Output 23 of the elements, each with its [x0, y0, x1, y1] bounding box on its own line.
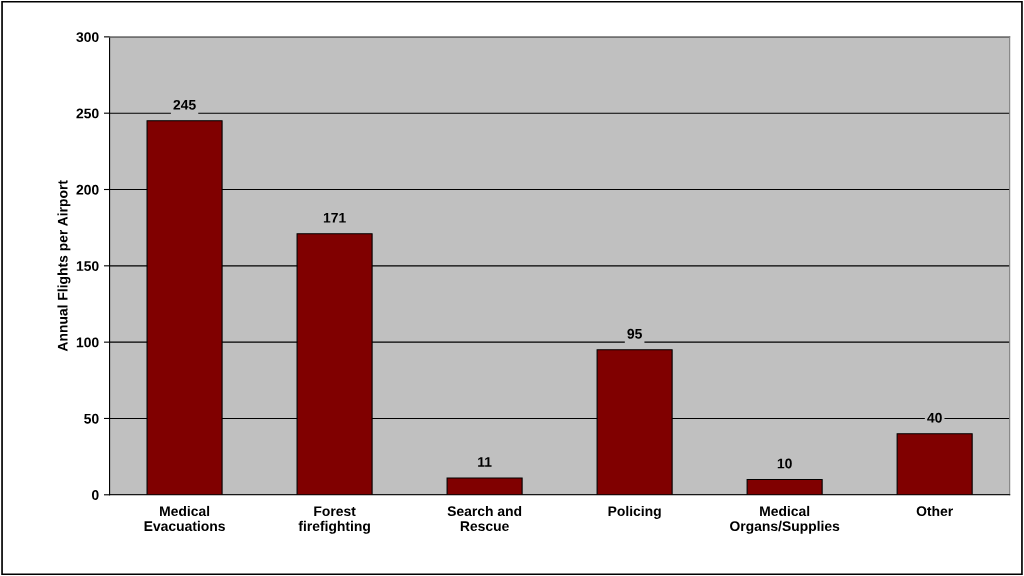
bar: [896, 433, 973, 495]
y-axis-title: Annual Flights per Airport: [57, 180, 71, 352]
data-label: 245: [173, 99, 196, 110]
y-tick-label: 150: [76, 261, 99, 271]
y-tick-label: 0: [91, 490, 99, 500]
y-tick-label: 50: [84, 413, 99, 424]
data-label: 171: [323, 213, 346, 223]
x-tick-label: Medical Evacuations: [144, 505, 225, 532]
y-tick-label: 250: [76, 108, 99, 119]
y-tick-label: 100: [76, 337, 99, 348]
data-label: 10: [777, 458, 792, 469]
data-label: 11: [478, 457, 492, 467]
x-tick-label: Policing: [608, 505, 661, 519]
x-tick-label: Forest firefighting: [298, 506, 370, 534]
x-tick-label: Other: [916, 505, 953, 517]
y-tick-label: 300: [76, 32, 99, 43]
data-label: 40: [927, 412, 942, 423]
x-tick-label: Medical Organs/Supplies: [730, 505, 840, 534]
bar: [446, 477, 523, 495]
bar: [746, 478, 823, 495]
y-tick-label: 200: [76, 184, 99, 195]
x-tick-label: Search and Rescue: [447, 505, 522, 532]
data-label: 95: [627, 328, 642, 339]
